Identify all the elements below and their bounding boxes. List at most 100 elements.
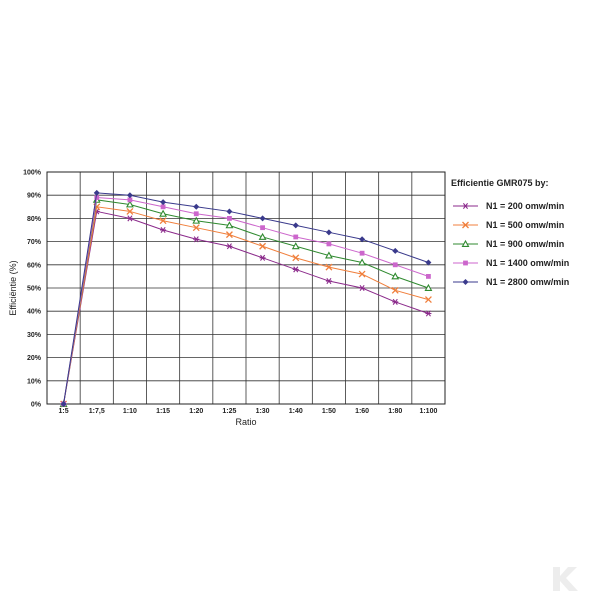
data-point xyxy=(392,298,399,305)
watermark-logo-icon xyxy=(553,567,578,591)
data-point xyxy=(193,236,200,243)
data-point xyxy=(292,222,299,229)
data-point xyxy=(392,247,399,254)
data-point xyxy=(292,254,300,262)
legend-label: N1 = 2800 omw/min xyxy=(486,277,569,287)
data-point xyxy=(391,286,399,294)
data-point xyxy=(259,215,266,222)
legend-marker xyxy=(463,260,468,266)
x-tick-label: 1:30 xyxy=(256,408,270,415)
legend-item: N1 = 1400 omw/min xyxy=(453,258,569,268)
legend-item: N1 = 200 omw/min xyxy=(453,201,564,211)
x-axis-label: Ratio xyxy=(235,417,256,427)
legend-label: N1 = 1400 omw/min xyxy=(486,258,569,268)
data-point xyxy=(159,217,167,225)
series-line xyxy=(63,210,429,405)
data-point xyxy=(193,211,199,217)
data-point xyxy=(226,208,233,215)
data-point xyxy=(259,254,266,261)
series-line xyxy=(63,206,429,405)
grid-lines xyxy=(46,171,446,405)
x-tick-label: 1:20 xyxy=(189,408,203,415)
data-point xyxy=(160,226,167,234)
x-tick-label: 1:5 xyxy=(59,408,69,415)
y-tick-label: 10% xyxy=(27,378,42,385)
legend-marker xyxy=(462,221,469,229)
data-point xyxy=(324,251,333,259)
legend-label: N1 = 200 omw/min xyxy=(486,201,564,211)
data-point xyxy=(225,231,233,239)
data-point xyxy=(125,200,134,208)
data-point xyxy=(358,258,367,266)
data-point xyxy=(424,283,433,291)
data-point xyxy=(359,236,366,243)
series-5 xyxy=(60,189,432,407)
data-point xyxy=(193,203,200,210)
data-point xyxy=(226,243,233,250)
x-tick-label: 1:100 xyxy=(419,408,437,415)
y-tick-label: 30% xyxy=(27,332,42,339)
data-point xyxy=(192,216,201,224)
y-tick-label: 80% xyxy=(27,216,42,223)
y-tick-label: 0% xyxy=(31,402,42,409)
data-point xyxy=(126,215,133,222)
x-tick-label: 1:25 xyxy=(222,408,236,415)
x-tick-label: 1:7,5 xyxy=(89,408,105,415)
y-tick-labels: 0% 10% 20% 30% 40% 50% 60% 70% 80% 90% 100% xyxy=(23,170,42,409)
x-tick-label: 1:15 xyxy=(156,408,170,415)
data-point xyxy=(359,250,365,256)
series-3 xyxy=(59,195,433,407)
data-point xyxy=(392,262,398,268)
legend-marker xyxy=(462,202,469,210)
series-line xyxy=(63,192,429,405)
y-tick-label: 60% xyxy=(27,262,42,269)
plot-frame xyxy=(46,171,446,405)
x-tick-label: 1:80 xyxy=(388,408,402,415)
data-point xyxy=(325,278,332,285)
data-point xyxy=(192,224,200,232)
data-point xyxy=(160,199,167,206)
series-lines xyxy=(59,189,433,408)
data-point xyxy=(424,296,432,304)
data-point xyxy=(227,216,232,221)
x-tick-label: 1:60 xyxy=(355,408,369,415)
series-2 xyxy=(60,203,432,408)
data-point xyxy=(391,272,400,280)
y-tick-label: 50% xyxy=(27,286,42,293)
data-point xyxy=(291,242,300,250)
y-tick-label: 40% xyxy=(27,309,42,316)
x-tick-label: 1:40 xyxy=(289,408,303,415)
y-tick-label: 90% xyxy=(27,193,42,200)
series-line xyxy=(63,199,429,405)
data-point xyxy=(359,284,366,292)
data-point xyxy=(160,204,166,210)
data-point xyxy=(159,209,168,217)
data-point xyxy=(326,241,332,247)
legend-item: N1 = 500 omw/min xyxy=(453,220,564,230)
legend-marker xyxy=(461,239,470,247)
y-tick-label: 70% xyxy=(27,239,42,246)
x-tick-labels: 1:5 1:7,5 1:10 1:15 1:20 1:25 1:30 1:40 1:50 1:60… xyxy=(59,408,438,415)
data-point xyxy=(325,229,332,236)
y-tick-label: 100% xyxy=(23,170,42,177)
data-point xyxy=(292,266,299,273)
data-point xyxy=(60,401,67,407)
data-point xyxy=(426,274,431,279)
y-tick-label: 20% xyxy=(27,355,42,362)
data-point xyxy=(358,270,366,278)
data-point xyxy=(325,263,333,271)
legend-item: N1 = 2800 omw/min xyxy=(453,277,569,287)
data-point xyxy=(94,195,100,200)
data-point xyxy=(126,192,133,199)
data-point xyxy=(259,242,267,250)
data-point xyxy=(93,189,100,196)
x-tick-label: 1:10 xyxy=(123,408,137,415)
legend-marker xyxy=(462,279,469,285)
legend-label: N1 = 900 omw/min xyxy=(486,239,564,249)
data-point xyxy=(225,221,234,229)
x-tick-label: 1:50 xyxy=(322,408,336,415)
legend-label: N1 = 500 omw/min xyxy=(486,220,564,230)
legend: Efficientie GMR075 by: N1 = 200 omw/min N… xyxy=(451,178,569,287)
y-axis-label: Efficiëntie (%) xyxy=(8,260,18,315)
